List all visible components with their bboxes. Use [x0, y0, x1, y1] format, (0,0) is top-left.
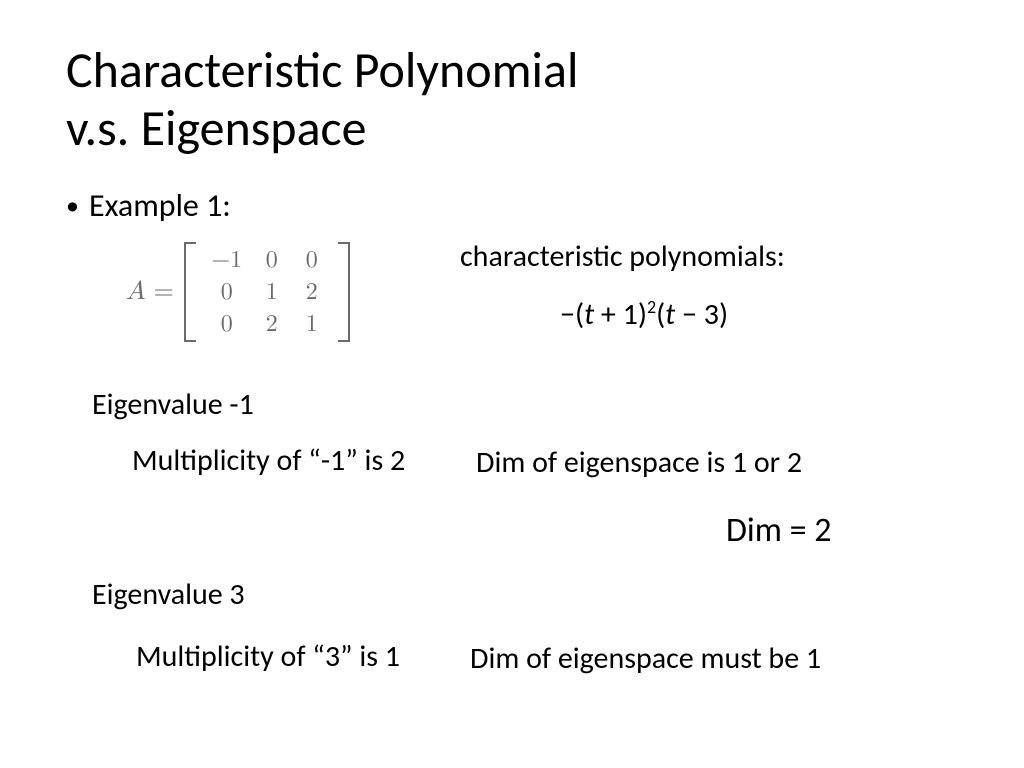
- eigenvalue-1-label: Eigenvalue -1: [92, 386, 254, 423]
- bullet-icon: •: [66, 192, 79, 218]
- cp-p1-sup: 2: [647, 296, 656, 318]
- matrix-cell: 0: [266, 246, 278, 275]
- example-bullet: • Example 1:: [66, 186, 231, 225]
- left-bracket-icon: [184, 242, 196, 342]
- cp-p2-open: (: [656, 296, 665, 333]
- cp-minus: −: [560, 296, 575, 333]
- matrix-cell: 2: [266, 310, 278, 339]
- eigenvalue-2-multiplicity: Multiplicity of “3” is 1: [136, 638, 400, 675]
- matrix-cell: 2: [306, 278, 318, 307]
- matrix-grid: −1 0 0 0 1 2 0 2 1: [202, 244, 332, 340]
- eigenvalue-1-dim-result: Dim = 2: [726, 510, 831, 551]
- char-poly-label: characteristic polynomials:: [460, 238, 785, 275]
- cp-p1-op: + 1): [594, 296, 647, 333]
- title-line-1: Characteristic Polynomial: [66, 40, 578, 101]
- matrix-cell: 1: [266, 278, 278, 307]
- cp-p1-open: (: [575, 296, 584, 333]
- eigenvalue-2-dim: Dim of eigenspace must be 1: [470, 640, 821, 677]
- char-poly-expression: −(t + 1)2(t − 3): [560, 296, 728, 333]
- eigenvalue-2-label: Eigenvalue 3: [92, 576, 245, 613]
- matrix-cell: 1: [306, 310, 318, 339]
- matrix-cell: −1: [211, 246, 242, 275]
- matrix-cell: 0: [221, 278, 233, 307]
- equals-sign: =: [154, 277, 174, 308]
- matrix-cell: 0: [306, 246, 318, 275]
- matrix-cell: 0: [221, 310, 233, 339]
- matrix-symbol: A: [126, 277, 146, 308]
- title-line-2: v.s. Eigenspace: [66, 98, 367, 159]
- matrix-display: A = −1 0 0 0 1 2 0 2 1: [126, 242, 350, 342]
- right-bracket-icon: [338, 242, 350, 342]
- cp-p2-var: t: [665, 296, 675, 333]
- eigenvalue-1-multiplicity: Multiplicity of “-1” is 2: [132, 442, 405, 479]
- eigenvalue-1-dim-range: Dim of eigenspace is 1 or 2: [476, 444, 802, 481]
- cp-p1-var: t: [584, 296, 594, 333]
- cp-p2-op: − 3): [675, 296, 728, 333]
- slide-title: Characteristic Polynomial v.s. Eigenspac…: [66, 42, 578, 157]
- example-label: Example 1:: [89, 186, 231, 225]
